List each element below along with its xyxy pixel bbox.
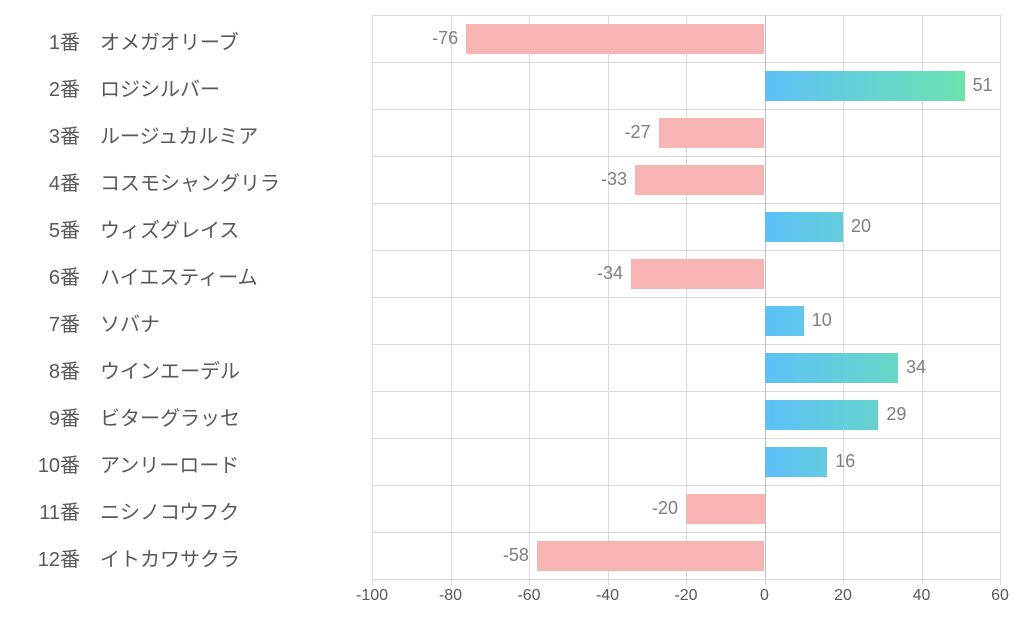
bar-value-label: -58 [503,545,529,566]
entry-number: 4番 [49,167,80,196]
entry-number: 1番 [49,26,80,55]
x-tick-label: -100 [347,587,397,605]
entry-number: 9番 [49,402,80,431]
x-gridline [922,15,923,585]
bar-positive [765,306,804,336]
entry-name: ソバナ [100,308,160,337]
x-tick-label: -20 [661,587,711,605]
bar-value-label: -27 [625,122,651,143]
entry-number: 12番 [38,543,80,572]
entry-name: ロジシルバー [100,73,220,102]
entry-name: アンリーロード [100,449,239,478]
x-gridline [451,15,452,585]
entry-name: ビターグラッセ [100,402,240,431]
x-gridline [1000,15,1001,585]
entry-number: 3番 [49,120,80,149]
bar-negative [659,118,765,148]
x-tick-label: 40 [897,587,947,605]
entry-number: 6番 [49,261,80,290]
x-tick-label: 20 [818,587,868,605]
bar-value-label: 20 [851,216,871,237]
x-tick-label: -60 [504,587,554,605]
bar-value-label: 34 [906,357,926,378]
x-tick-label: -40 [583,587,633,605]
entry-name: ウィズグレイス [100,214,239,243]
bar-negative [537,541,765,571]
x-tick-label: 60 [975,587,1022,605]
bar-value-label: 10 [812,310,832,331]
bar-positive [765,71,965,101]
bar-negative [635,165,765,195]
x-gridline [372,15,373,585]
x-tick-label: 0 [740,587,790,605]
bar-positive [765,212,844,242]
entry-name: ウインエーデル [100,355,240,384]
entry-number: 8番 [49,355,80,384]
bar-positive [765,353,898,383]
bar-negative [466,24,764,54]
entry-name: ハイエスティーム [100,261,258,290]
bar-value-label: -33 [601,169,627,190]
x-gridline [529,15,530,585]
bar-value-label: -20 [652,498,678,519]
bar-value-label: -34 [597,263,623,284]
entry-name: イトカワサクラ [100,543,240,572]
bar-value-label: 16 [835,451,855,472]
bar-positive [765,400,879,430]
bar-value-label: 29 [886,404,906,425]
x-gridline [843,15,844,585]
bar-positive [765,447,828,477]
entry-number: 2番 [49,73,80,102]
entry-name: ニシノコウフク [100,496,239,525]
bar-negative [631,259,764,289]
bar-value-label: -76 [432,28,458,49]
entry-name: コスモシャングリラ [100,167,280,196]
x-tick-label: -80 [426,587,476,605]
entry-name: オメガオリーブ [100,26,239,55]
entry-number: 5番 [49,214,80,243]
bar-negative [686,494,765,524]
entry-number: 7番 [49,308,80,337]
x-gridline [608,15,609,585]
entry-name: ルージュカルミア [100,120,258,149]
entry-number: 10番 [38,449,80,478]
entry-number: 11番 [39,496,80,525]
bar-value-label: 51 [973,75,993,96]
